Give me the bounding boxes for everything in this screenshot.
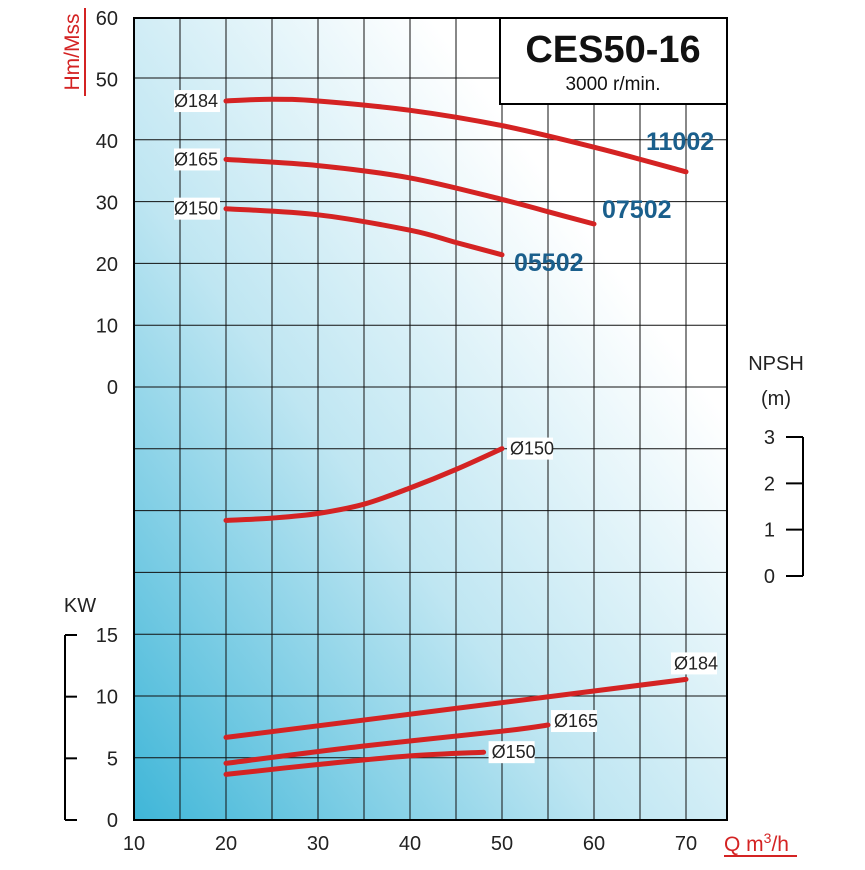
power-curve-line [223,722,551,766]
curve-labels: Ø184 11002 Ø165 07502 Ø150 05502 Ø150 Ø184 Ø165 Ø… [174,90,718,764]
head-axis-ticks: 0 10 20 30 40 50 60 [96,8,118,399]
head-tick-label: 50 [96,70,118,92]
x-tick-label: 40 [399,833,421,855]
power-curve-label: Ø165 [554,711,598,731]
x-tick-label: 30 [307,833,329,855]
curves [223,96,689,777]
npsh-tick-label: 1 [764,520,775,542]
head-tick-label: 40 [96,131,118,153]
x-axis-label: Q m3/h [724,830,789,856]
power-tick-label: 5 [107,748,118,770]
head-tick-label: 60 [96,8,118,30]
x-axis-ticks: 10 20 30 40 50 60 70 [123,833,697,855]
power-curve-label-bg [551,710,597,733]
head-tick-label: 10 [96,316,118,338]
head-tick-label: 20 [96,254,118,276]
head-curve-diameter-label-bg [174,148,220,171]
npsh-axis-ticks: 0 1 2 3 [764,427,804,588]
grid-lines [134,18,727,820]
power-axis-ticks: 0 5 10 15 [64,625,118,832]
head-curve-diameter-label: Ø184 [174,91,218,111]
head-curve-line [223,96,689,175]
head-curve-diameter-label: Ø165 [174,149,218,169]
power-curve-label: Ø150 [492,742,536,762]
head-curve-model-label: 05502 [514,249,584,277]
power-curve-line [223,676,689,740]
power-curve-label-bg [488,741,535,764]
npsh-curve-label: Ø150 [510,439,554,459]
power-curve-label-bg [671,652,717,675]
npsh-curve-label-bg [507,437,553,460]
power-tick-label: 10 [96,687,118,709]
x-tick-label: 70 [675,833,697,855]
power-tick-label: 0 [107,810,118,832]
npsh-axis-label-line1: NPSH [748,353,804,375]
plot-background [134,18,727,820]
head-curve-line [223,156,597,227]
power-tick-label: 15 [96,625,118,647]
x-tick-label: 10 [123,833,145,855]
npsh-tick-label: 3 [764,427,775,449]
head-curve-diameter-label: Ø150 [174,199,218,219]
plot-frame [133,17,728,821]
npsh-tick-label: 0 [764,566,775,588]
npsh-axis-label-line2: (m) [761,388,791,410]
x-tick-label: 20 [215,833,237,855]
chart-subtitle: 3000 r/min. [565,74,660,95]
head-curve-model-label: 11002 [646,128,714,156]
head-axis-label: Hm/Mss [61,14,84,91]
x-tick-label: 50 [491,833,513,855]
power-axis-label: KW [64,595,96,617]
head-curve-diameter-label-bg [174,90,220,113]
head-tick-label: 0 [107,377,118,399]
head-curve-model-label: 07502 [602,196,672,224]
power-curve-line [223,749,487,777]
title-box: CES50-16 3000 r/min. [499,17,728,105]
head-curve-line [223,206,505,258]
head-curve-diameter-label-bg [174,197,220,220]
chart-title: CES50-16 [525,29,700,71]
x-tick-label: 60 [583,833,605,855]
npsh-curve-line [223,446,505,523]
npsh-tick-label: 2 [764,473,775,495]
power-curve-label: Ø184 [674,653,718,673]
head-tick-label: 30 [96,193,118,215]
